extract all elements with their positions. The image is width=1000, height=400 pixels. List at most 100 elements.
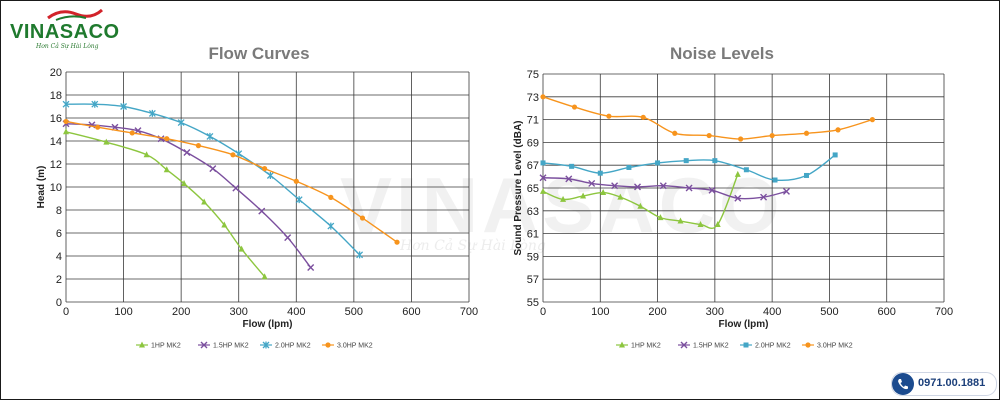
noise-data-point [588, 179, 596, 187]
flow-y-tick-label: 12 [50, 159, 62, 171]
flow-y-tick-label: 6 [56, 228, 62, 240]
noise-data-point [611, 182, 619, 190]
flow-data-point [129, 130, 135, 136]
flow-data-point [327, 222, 335, 230]
flow-data-point [284, 234, 292, 242]
noise-x-tick-label: 500 [820, 306, 838, 318]
noise-data-point [760, 193, 768, 201]
flow-y-tick-label: 20 [50, 67, 62, 79]
fish-logo-icon [47, 8, 104, 21]
flow-legend-label: 1HP MK2 [151, 343, 181, 350]
flow-legend-label: 1.5HP MK2 [213, 343, 249, 350]
noise-legend-label: 1HP MK2 [631, 343, 661, 350]
noise-y-tick-label: 61 [527, 229, 539, 241]
noise-series-line [542, 174, 739, 230]
noise-data-point [734, 170, 741, 177]
noise-data-point [540, 187, 546, 194]
flow-data-point [183, 149, 191, 156]
noise-x-axis-label: Flow (lpm) [719, 319, 769, 330]
flow-y-tick-label: 10 [50, 182, 62, 194]
flow-x-tick-label: 600 [402, 306, 420, 318]
noise-data-point [600, 189, 607, 196]
noise-legend-marker [805, 342, 811, 348]
flow-y-tick-label: 16 [50, 113, 62, 125]
noise-data-point [580, 192, 587, 199]
flow-data-point [181, 180, 188, 187]
brand-logo: VINASACO Hơn Cả Sự Hài Lòng [6, 6, 119, 54]
noise-legend-marker [680, 341, 688, 349]
noise-x-tick-label: 700 [935, 306, 953, 318]
noise-legend-marker [619, 341, 625, 348]
flow-data-point [221, 221, 228, 228]
flow-x-tick-label: 100 [114, 306, 132, 318]
flow-data-point [394, 239, 400, 245]
noise-data-point [804, 172, 810, 178]
noise-x-tick-label: 100 [591, 306, 609, 318]
noise-data-point [714, 220, 721, 227]
noise-data-point [769, 132, 775, 139]
flow-data-point [293, 178, 299, 184]
flow-legend-label: 2.0HP MK2 [275, 343, 311, 350]
flow-data-point [209, 165, 217, 173]
flow-x-tick-label: 0 [63, 306, 69, 318]
flow-x-tick-label: 400 [287, 306, 305, 318]
flow-data-point [120, 103, 128, 110]
flow-series-line [65, 120, 398, 243]
flow-y-tick-label: 18 [50, 90, 62, 102]
flow-data-point [201, 198, 208, 205]
flow-x-tick-label: 500 [345, 306, 363, 318]
watermark-text: VINASACO [340, 161, 784, 249]
flow-y-tick-label: 14 [50, 136, 62, 148]
flow-data-point [266, 172, 274, 179]
noise-data-point [738, 136, 744, 142]
brand-slogan: Hơn Cả Sự Hài Lòng [36, 43, 99, 50]
flow-x-axis-label: Flow (lpm) [243, 319, 293, 330]
noise-data-point [772, 177, 778, 183]
flow-data-point [177, 119, 185, 127]
noise-y-tick-label: 75 [527, 69, 539, 81]
noise-y-tick-label: 71 [527, 115, 539, 127]
noise-data-point [708, 186, 716, 194]
flow-data-point [262, 166, 268, 172]
flow-data-point [148, 109, 156, 117]
noise-y-tick-label: 55 [527, 297, 539, 309]
flow-data-point [258, 207, 266, 215]
flow-data-point [232, 184, 240, 192]
noise-y-tick-label: 57 [527, 274, 539, 286]
noise-data-point [734, 194, 742, 202]
flow-data-point [328, 194, 334, 200]
flow-legend-marker [325, 342, 331, 348]
noise-data-point [677, 217, 684, 224]
flow-data-point [62, 100, 70, 108]
noise-data-point [540, 160, 546, 166]
flow-legend-marker [262, 341, 270, 349]
noise-data-point [637, 202, 644, 209]
noise-series-line [542, 96, 873, 140]
noise-y-tick-label: 73 [527, 92, 539, 104]
noise-data-point [683, 158, 689, 164]
noise-data-point [539, 174, 547, 182]
flow-data-point [103, 138, 110, 145]
noise-data-point [640, 114, 646, 120]
flow-chart-title: Flow Curves [208, 44, 309, 63]
noise-data-point [743, 167, 749, 173]
noise-legend-label: 2.0HP MK2 [755, 343, 791, 350]
phone-number: 0971.00.1881 [918, 377, 986, 389]
flow-x-tick-label: 200 [172, 306, 190, 318]
noise-x-tick-label: 200 [648, 306, 666, 318]
noise-y-tick-label: 65 [527, 183, 539, 195]
flow-y-tick-label: 4 [56, 251, 62, 263]
flow-data-point [261, 273, 268, 280]
noise-data-point [565, 175, 573, 183]
noise-series-line [542, 154, 836, 181]
brand-name: VINASACO [10, 21, 120, 43]
flow-legend-marker [200, 341, 208, 349]
noise-x-tick-label: 600 [878, 306, 896, 318]
flow-data-point [356, 251, 364, 259]
flow-data-point [163, 166, 170, 173]
phone-badge[interactable]: 0971.00.1881 [891, 372, 997, 396]
noise-y-axis-label: Sound Pressure Level (dBA) [513, 120, 524, 255]
flow-data-point [91, 100, 99, 108]
noise-data-point [655, 160, 661, 166]
